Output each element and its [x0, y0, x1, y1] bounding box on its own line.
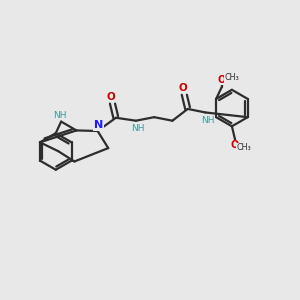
Text: CH₃: CH₃	[237, 143, 252, 152]
Text: N: N	[94, 120, 103, 130]
Text: NH: NH	[201, 116, 214, 125]
Text: O: O	[178, 83, 187, 93]
Text: O: O	[218, 75, 226, 85]
Text: NH: NH	[53, 111, 66, 120]
Text: O: O	[231, 140, 239, 150]
Text: CH₃: CH₃	[224, 73, 239, 82]
Text: O: O	[106, 92, 115, 102]
Text: NH: NH	[130, 124, 144, 134]
